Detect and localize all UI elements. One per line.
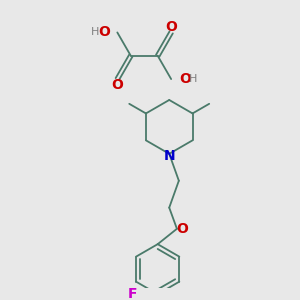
Text: H: H xyxy=(188,74,197,84)
Text: F: F xyxy=(128,287,137,300)
Text: H: H xyxy=(91,27,99,38)
Text: O: O xyxy=(179,72,191,86)
Text: O: O xyxy=(111,78,123,92)
Text: O: O xyxy=(177,222,189,236)
Text: N: N xyxy=(164,149,175,163)
Text: O: O xyxy=(165,20,177,34)
Text: O: O xyxy=(98,26,109,39)
